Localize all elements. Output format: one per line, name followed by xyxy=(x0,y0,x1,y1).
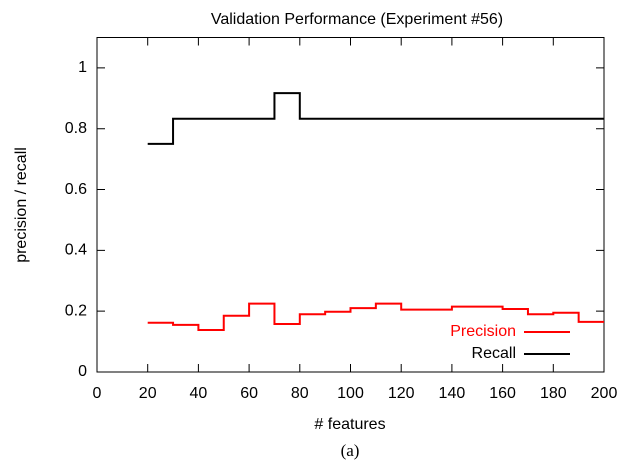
x-tick-label: 40 xyxy=(190,385,208,402)
x-axis-label: # features xyxy=(314,416,385,433)
x-tick-label: 60 xyxy=(240,385,258,402)
y-tick-label: 0.4 xyxy=(65,242,87,259)
x-tick-label: 80 xyxy=(291,385,309,402)
x-tick-label: 140 xyxy=(439,385,466,402)
y-axis-label: precision / recall xyxy=(13,147,30,263)
x-tick-label: 100 xyxy=(337,385,364,402)
y-tick-label: 0.6 xyxy=(65,181,87,198)
y-tick-label: 0 xyxy=(78,363,87,380)
x-tick-label: 0 xyxy=(93,385,102,402)
x-tick-label: 20 xyxy=(139,385,157,402)
y-tick-label: 0.8 xyxy=(65,120,87,137)
legend-label: Precision xyxy=(450,323,516,340)
x-tick-label: 180 xyxy=(540,385,567,402)
x-tick-label: 200 xyxy=(591,385,618,402)
legend-label: Recall xyxy=(472,345,516,362)
x-tick-label: 160 xyxy=(489,385,516,402)
x-tick-label: 120 xyxy=(388,385,415,402)
series-line xyxy=(147,302,604,332)
caption: (a) xyxy=(341,441,360,460)
y-tick-label: 0.2 xyxy=(65,302,87,319)
chart-title: Validation Performance (Experiment #56) xyxy=(211,11,503,28)
series-line xyxy=(147,92,604,145)
y-tick-label: 1 xyxy=(78,59,87,76)
